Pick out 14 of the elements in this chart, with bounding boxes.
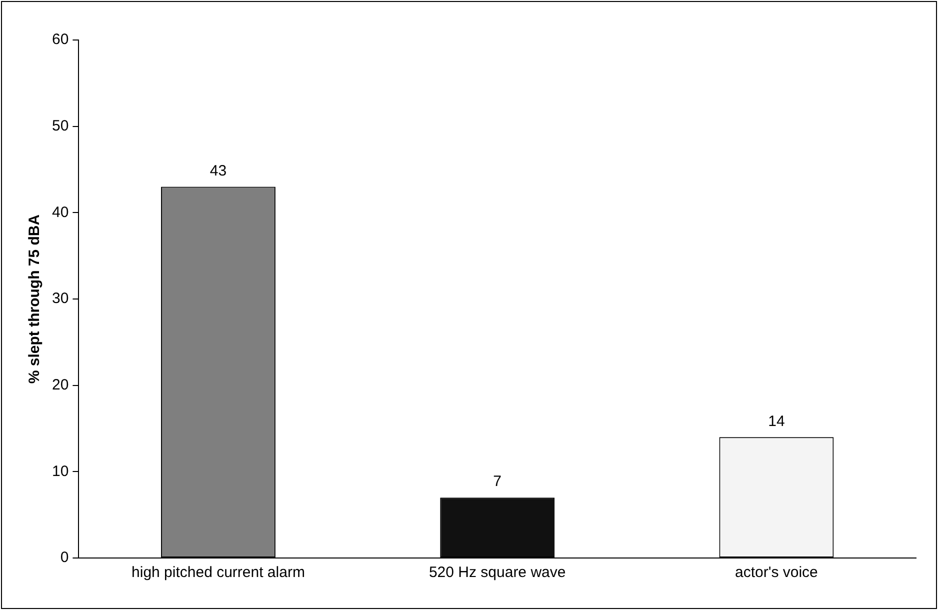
y-tick-label: 40 [52,204,69,221]
data-label: 7 [493,473,502,490]
y-tick-label: 50 [52,117,69,134]
y-tick-label: 0 [60,549,69,566]
y-tick-label: 30 [52,290,69,308]
x-tick-label: 520 Hz square wave [428,564,566,582]
y-tick-label: 10 [52,462,69,480]
data-label: 43 [210,162,227,180]
data-label: 14 [768,412,785,430]
x-tick-label: high pitched current alarm [132,564,305,582]
y-axis-title: % slept through 75 dBA [26,214,44,384]
y-tick-label: 20 [52,376,69,394]
y-tick-label: 60 [52,31,69,48]
x-tick-label: actor's voice [734,564,818,582]
